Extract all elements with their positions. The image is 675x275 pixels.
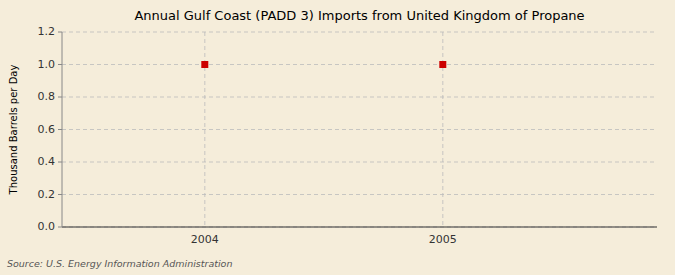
y-tick-label: 0.4 [38,155,56,168]
y-tick [58,194,62,195]
y-axis-line [62,32,63,227]
point [439,61,446,68]
chart: 0.0 0.2 0.4 0.6 0.8 1.0 1.2 2004 2005 Annual Gulf… [0,0,675,275]
y-tick-label: 0.8 [38,90,56,103]
axes: 0.0 0.2 0.4 0.6 0.8 1.0 1.2 2004 2005 [38,25,658,246]
y-tick-label: 0.2 [38,188,56,201]
y-grid-line [62,162,657,163]
y-tick-label: 1.2 [38,25,56,38]
y-grid-line [62,32,657,33]
grid [62,32,657,227]
y-tick [58,129,62,130]
x-tick-label: 2005 [429,233,457,246]
y-tick [58,227,62,228]
points [201,61,446,68]
y-tick [58,32,62,33]
y-grid-line [62,227,657,228]
y-grid-line [62,194,657,195]
y-tick-label: 0.6 [38,123,56,136]
y-grid-line [62,97,657,98]
y-tick-label: 0.0 [38,220,56,233]
y-tick-label: 1.0 [38,58,56,71]
x-tick-label: 2004 [191,233,219,246]
y-grid-line [62,129,657,130]
y-grid-line [62,64,657,65]
y-tick [58,64,62,65]
point [201,61,208,68]
background [0,0,675,275]
x-axis-line [62,226,657,227]
y-axis-label: Thousand Barrels per Day [8,65,19,196]
title: Annual Gulf Coast (PADD 3) Imports from … [134,8,584,23]
y-tick [58,162,62,163]
source-note: Source: U.S. Energy Information Administ… [7,258,232,269]
y-tick [58,97,62,98]
